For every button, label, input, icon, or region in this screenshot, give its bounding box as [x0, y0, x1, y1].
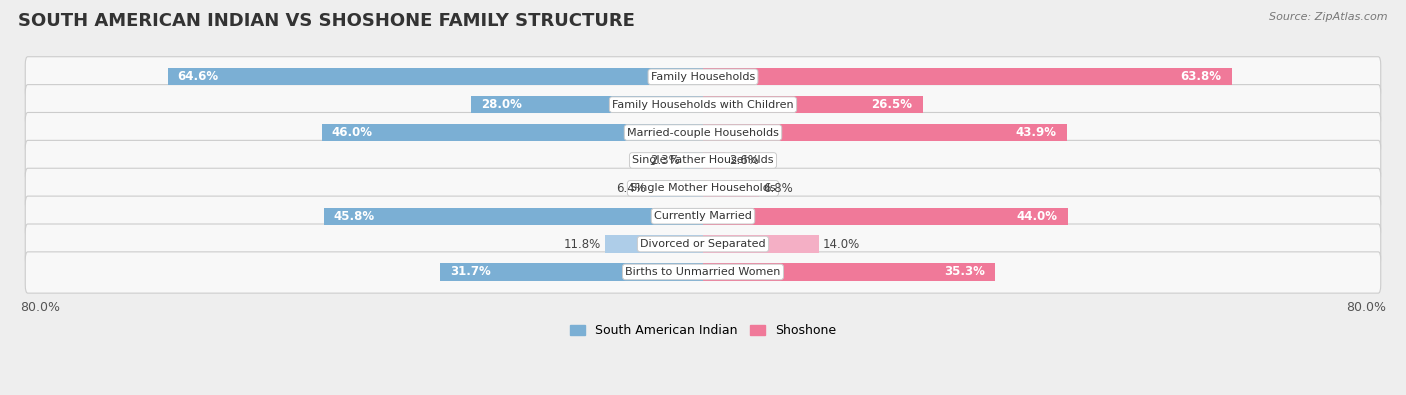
Text: 35.3%: 35.3% — [945, 265, 986, 278]
Text: SOUTH AMERICAN INDIAN VS SHOSHONE FAMILY STRUCTURE: SOUTH AMERICAN INDIAN VS SHOSHONE FAMILY… — [18, 12, 636, 30]
Bar — [703, 180, 759, 197]
Text: Married-couple Households: Married-couple Households — [627, 128, 779, 137]
Text: Divorced or Separated: Divorced or Separated — [640, 239, 766, 249]
Bar — [703, 68, 1232, 85]
Text: Single Mother Households: Single Mother Households — [630, 183, 776, 193]
FancyBboxPatch shape — [25, 113, 1381, 154]
FancyBboxPatch shape — [25, 168, 1381, 209]
Text: 63.8%: 63.8% — [1181, 70, 1222, 83]
Text: 6.4%: 6.4% — [616, 182, 645, 195]
FancyBboxPatch shape — [25, 57, 1381, 98]
Bar — [650, 180, 703, 197]
Text: 31.7%: 31.7% — [450, 265, 491, 278]
Text: 14.0%: 14.0% — [823, 237, 860, 250]
Bar — [683, 152, 703, 169]
Bar — [703, 124, 1067, 141]
Text: 2.6%: 2.6% — [728, 154, 759, 167]
Text: Single Father Households: Single Father Households — [633, 156, 773, 166]
Bar — [703, 152, 724, 169]
Bar — [440, 263, 703, 280]
Text: Source: ZipAtlas.com: Source: ZipAtlas.com — [1270, 12, 1388, 22]
Text: 26.5%: 26.5% — [872, 98, 912, 111]
Text: 2.3%: 2.3% — [650, 154, 679, 167]
Text: 43.9%: 43.9% — [1015, 126, 1057, 139]
FancyBboxPatch shape — [25, 224, 1381, 265]
Text: 44.0%: 44.0% — [1017, 210, 1057, 223]
Bar — [703, 235, 820, 253]
Text: 45.8%: 45.8% — [333, 210, 374, 223]
Bar — [322, 124, 703, 141]
Legend: South American Indian, Shoshone: South American Indian, Shoshone — [565, 320, 841, 342]
Text: Currently Married: Currently Married — [654, 211, 752, 221]
Bar — [605, 235, 703, 253]
Text: Family Households with Children: Family Households with Children — [612, 100, 794, 110]
Text: 46.0%: 46.0% — [332, 126, 373, 139]
FancyBboxPatch shape — [25, 252, 1381, 293]
Text: 28.0%: 28.0% — [481, 98, 522, 111]
Bar — [703, 263, 995, 280]
Text: 6.8%: 6.8% — [763, 182, 793, 195]
Bar — [323, 207, 703, 225]
Text: Births to Unmarried Women: Births to Unmarried Women — [626, 267, 780, 277]
Text: 11.8%: 11.8% — [564, 237, 602, 250]
FancyBboxPatch shape — [25, 196, 1381, 237]
Text: 64.6%: 64.6% — [177, 70, 219, 83]
Bar — [471, 96, 703, 113]
FancyBboxPatch shape — [25, 140, 1381, 182]
FancyBboxPatch shape — [25, 85, 1381, 126]
Bar — [167, 68, 703, 85]
Bar — [703, 96, 922, 113]
Bar — [703, 207, 1067, 225]
Text: Family Households: Family Households — [651, 72, 755, 82]
